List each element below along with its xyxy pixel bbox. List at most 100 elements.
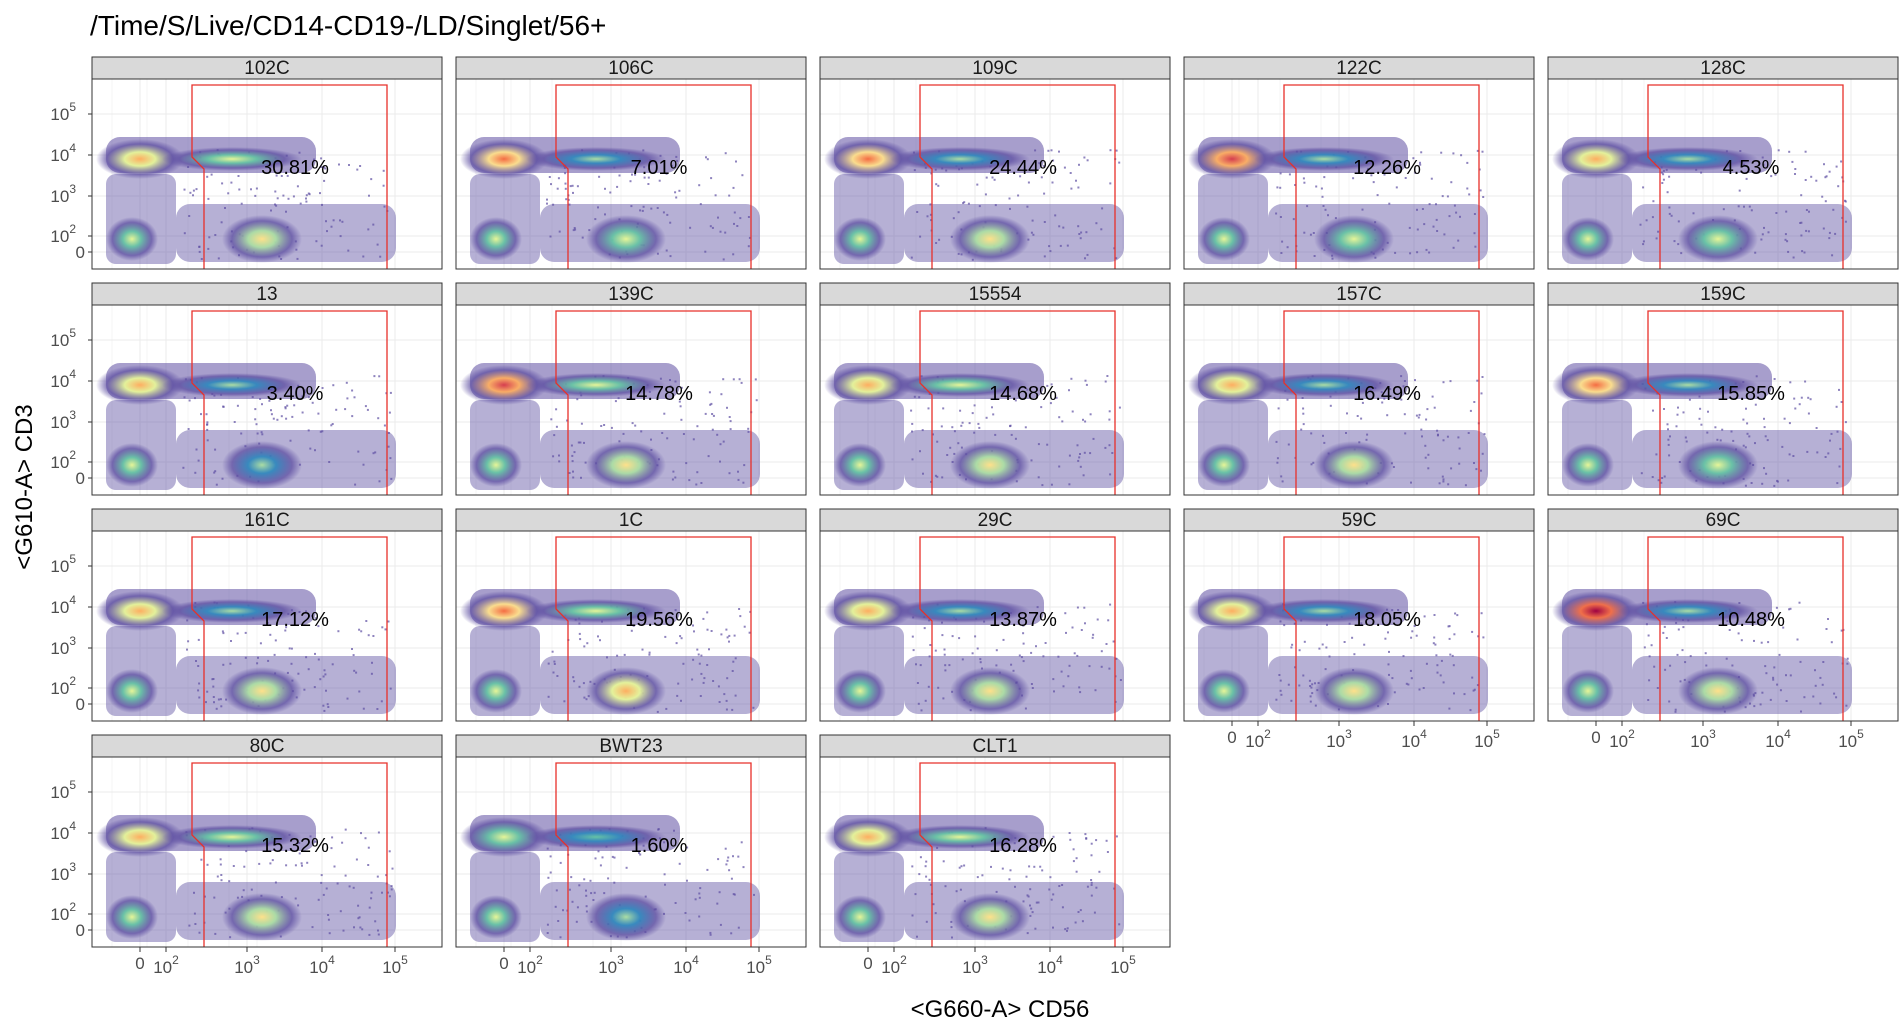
cd56-cluster	[586, 667, 666, 715]
x-tick-label: 104	[1037, 953, 1063, 977]
cd56-gate	[1283, 310, 1480, 495]
cd56-cluster	[586, 893, 666, 941]
gate-percent: 16.28%	[989, 835, 1057, 857]
cd56-cluster	[950, 667, 1030, 715]
gate-percent: 19.56%	[625, 609, 693, 631]
density-cloud	[824, 815, 1124, 942]
panel-59c: 59C 18.05%	[1183, 508, 1535, 722]
cd56-cluster	[1314, 667, 1394, 715]
dn-cluster	[1198, 669, 1250, 713]
panel-border	[1183, 304, 1535, 496]
cd3-cluster	[460, 139, 548, 179]
density-cloud	[824, 589, 1124, 716]
panel-106c: 106C 7.01%	[455, 56, 807, 270]
y-tick-label: 102	[50, 448, 76, 472]
panel-border	[1547, 530, 1899, 722]
panel-border	[91, 756, 443, 948]
cd3-tail	[162, 147, 302, 171]
x-tick-label: 102	[881, 953, 907, 977]
cd56-cluster	[222, 215, 302, 263]
cd3-cluster	[824, 817, 912, 857]
cd56-gate	[191, 536, 388, 721]
cd3-cluster	[460, 365, 548, 405]
dn-cluster	[1198, 443, 1250, 487]
dn-cluster	[834, 217, 886, 261]
cd3-tail	[1618, 147, 1758, 171]
x-tick-label: 104	[309, 953, 335, 977]
cd3-tail	[890, 373, 1030, 397]
panel-border	[819, 530, 1171, 722]
y-tick-label: 104	[50, 593, 76, 617]
cd3-cluster	[1188, 365, 1276, 405]
facet-label: CLT1	[972, 736, 1017, 757]
panel-border	[455, 756, 807, 948]
density-cloud	[96, 589, 396, 716]
cd3-cluster	[460, 817, 548, 857]
x-tick-label: 102	[153, 953, 179, 977]
cd56-gate	[555, 762, 752, 947]
cd3-cluster	[96, 817, 184, 857]
x-tick-label: 0	[135, 954, 144, 973]
cd3-cluster	[1552, 139, 1640, 179]
y-tick-label: 105	[50, 326, 76, 350]
panel-border	[455, 304, 807, 496]
dn-cluster	[106, 895, 158, 939]
density-cloud	[460, 363, 760, 490]
cd3-tail	[526, 825, 666, 849]
cd56-gate	[919, 536, 1116, 721]
gate-percent: 15.32%	[261, 835, 329, 857]
facet-label: 15554	[969, 284, 1022, 305]
cd56-cluster	[1678, 667, 1758, 715]
cd56-gate	[1647, 536, 1844, 721]
gate-percent: 15.85%	[1717, 383, 1785, 405]
density-cloud	[1552, 363, 1852, 490]
cd3-tail	[526, 373, 666, 397]
facet-label: 159C	[1700, 284, 1745, 305]
facet-label: 29C	[978, 510, 1013, 531]
cd56-gate	[191, 762, 388, 947]
density-cloud	[460, 589, 760, 716]
density-cloud	[460, 815, 760, 942]
dn-cluster	[834, 443, 886, 487]
gate-percent: 3.40%	[267, 383, 324, 405]
facet-label: 139C	[608, 284, 653, 305]
panel-69c: 69C 10.48%	[1547, 508, 1899, 722]
cd56-cluster	[950, 441, 1030, 489]
x-tick-label: 102	[1609, 727, 1635, 751]
cd3-cluster	[1188, 139, 1276, 179]
panel-border	[91, 78, 443, 270]
facet-label: 161C	[244, 510, 289, 531]
gate-percent: 12.26%	[1353, 157, 1421, 179]
y-tick-label: 103	[50, 860, 76, 884]
cd56-cluster	[222, 893, 302, 941]
dn-cluster	[1562, 669, 1614, 713]
cd3-cluster	[460, 591, 548, 631]
cd3-tail	[890, 599, 1030, 623]
dn-cluster	[1562, 443, 1614, 487]
x-tick-label: 0	[1227, 728, 1236, 747]
density-cloud	[1552, 589, 1852, 716]
gate-percent: 14.68%	[989, 383, 1057, 405]
dn-cluster	[1562, 217, 1614, 261]
panel-border	[819, 304, 1171, 496]
cd56-cluster	[586, 441, 666, 489]
y-tick-label: 105	[50, 778, 76, 802]
facet-label: 106C	[608, 58, 653, 79]
facet-label: 128C	[1700, 58, 1745, 79]
x-tick-label: 103	[1326, 727, 1352, 751]
panel-15554: 15554 14.68%	[819, 282, 1171, 496]
y-tick-label: 0	[76, 243, 85, 262]
dn-cluster	[106, 443, 158, 487]
panel-102c: 102C 30.81%	[91, 56, 443, 270]
x-tick-label: 102	[517, 953, 543, 977]
chart-title: /Time/S/Live/CD14-CD19-/LD/Singlet/56+	[90, 10, 606, 41]
gate-percent: 13.87%	[989, 609, 1057, 631]
density-cloud	[1552, 137, 1852, 264]
panel-border	[1183, 530, 1535, 722]
gate-percent: 24.44%	[989, 157, 1057, 179]
cd56-gate	[191, 310, 388, 495]
cd56-gate	[1647, 84, 1844, 269]
cd56-gate	[919, 310, 1116, 495]
panel-bwt23: BWT23 1.60%	[455, 734, 807, 948]
